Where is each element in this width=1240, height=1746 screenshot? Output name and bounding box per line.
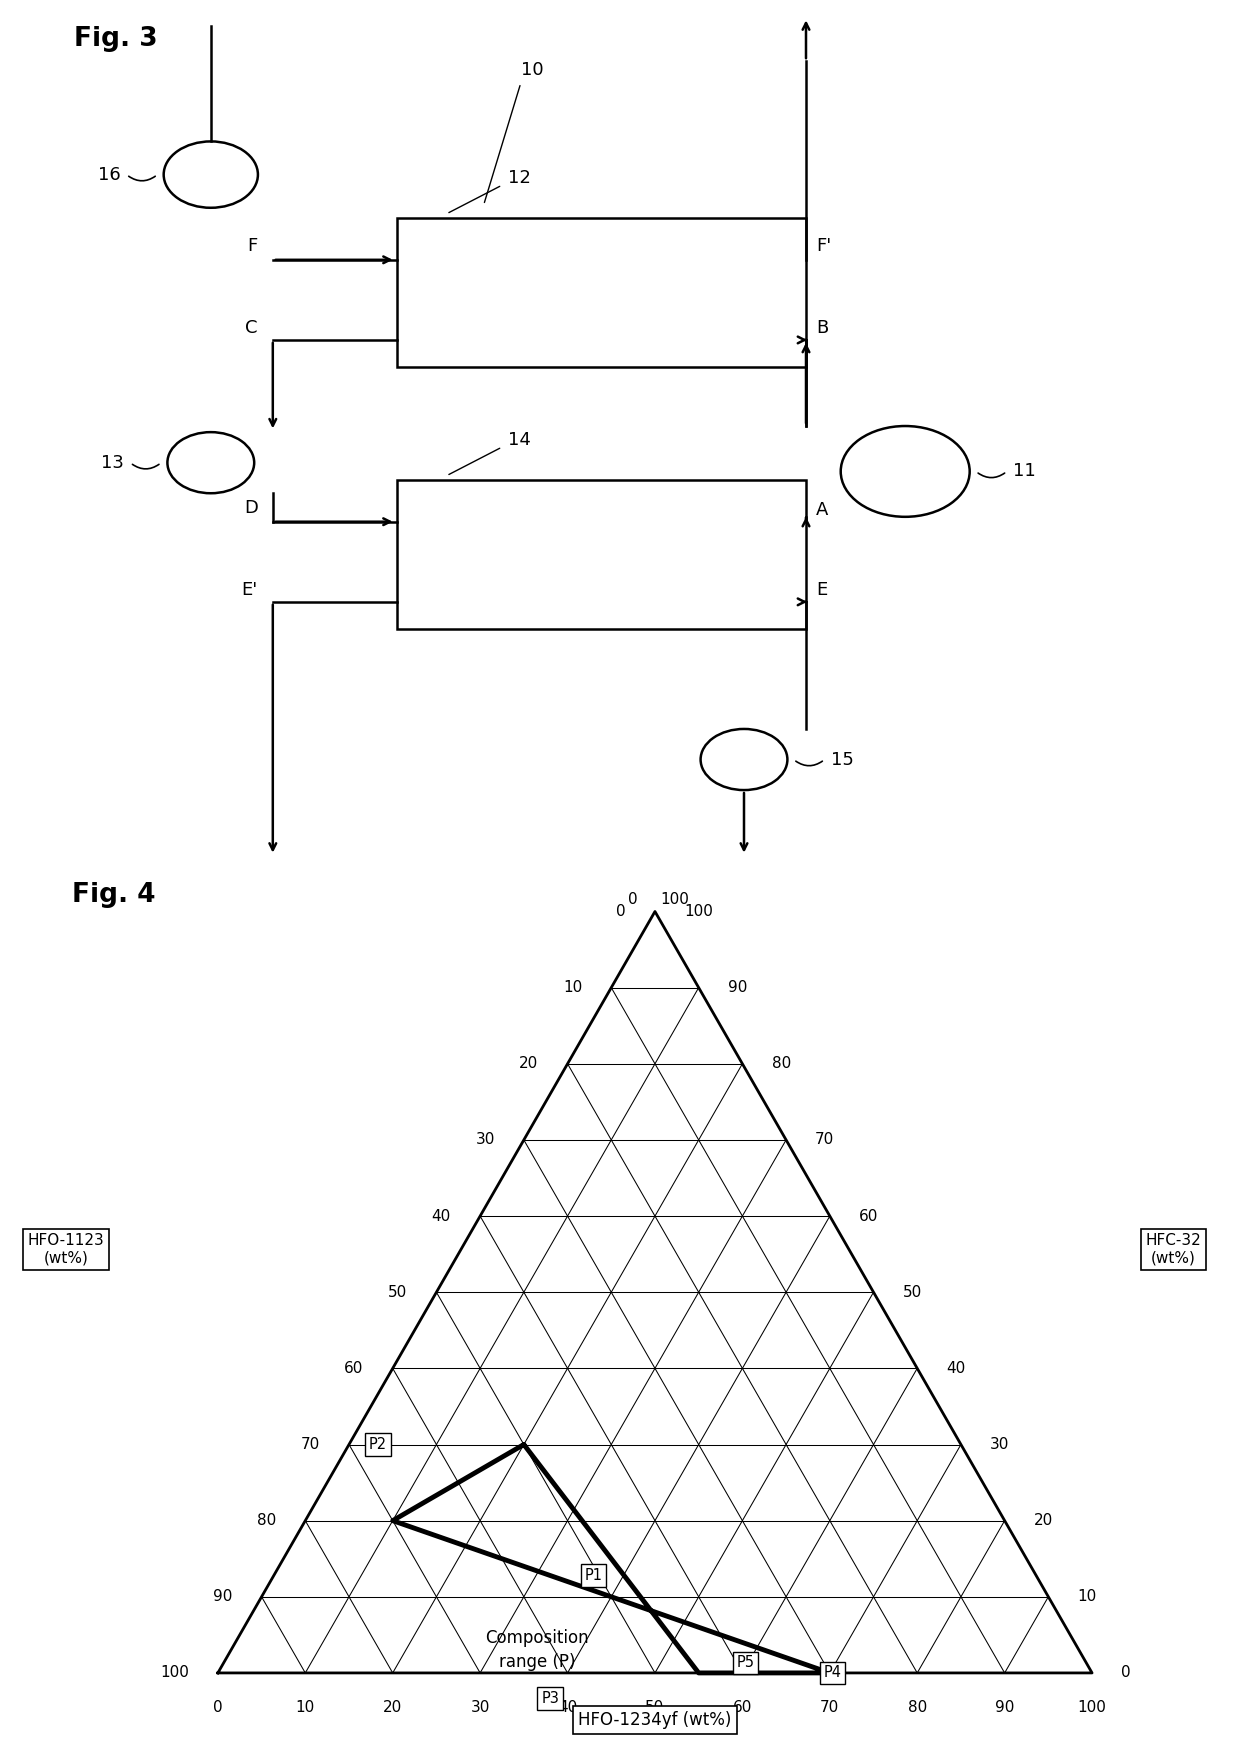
Text: HFO-1234yf (wt%): HFO-1234yf (wt%) <box>578 1711 732 1730</box>
Text: 10: 10 <box>1078 1589 1096 1605</box>
Text: E': E' <box>242 581 258 599</box>
Text: 90: 90 <box>994 1701 1014 1715</box>
Text: 10: 10 <box>521 61 543 79</box>
Text: 0: 0 <box>627 892 637 908</box>
Bar <box>397 218 806 367</box>
Text: 100: 100 <box>1078 1701 1106 1715</box>
Text: 90: 90 <box>728 980 748 995</box>
Text: 60: 60 <box>733 1701 753 1715</box>
Text: 30: 30 <box>475 1133 495 1147</box>
Text: 40: 40 <box>432 1208 451 1224</box>
Text: 10: 10 <box>563 980 582 995</box>
Text: 50: 50 <box>645 1701 665 1715</box>
Text: 10: 10 <box>295 1701 315 1715</box>
Text: 15: 15 <box>831 751 853 768</box>
Text: 13: 13 <box>102 454 124 471</box>
Text: P1: P1 <box>585 1568 603 1584</box>
Text: 50: 50 <box>903 1285 921 1299</box>
Text: 40: 40 <box>558 1701 577 1715</box>
Text: HFC-32
(wt%): HFC-32 (wt%) <box>1146 1233 1202 1266</box>
Text: 0: 0 <box>213 1701 223 1715</box>
Text: 11: 11 <box>1013 463 1035 480</box>
Text: 60: 60 <box>345 1360 363 1376</box>
Text: 80: 80 <box>771 1056 791 1072</box>
Text: 16: 16 <box>98 166 120 183</box>
Text: P3: P3 <box>541 1692 559 1706</box>
Text: P2: P2 <box>370 1437 387 1453</box>
Text: C: C <box>246 320 258 337</box>
Text: 100: 100 <box>684 904 713 918</box>
Text: 20: 20 <box>383 1701 402 1715</box>
Text: 20: 20 <box>520 1056 538 1072</box>
Bar <box>397 480 806 629</box>
Text: 0: 0 <box>616 904 626 918</box>
Text: P5: P5 <box>737 1655 754 1671</box>
Text: 30: 30 <box>990 1437 1009 1453</box>
Text: 70: 70 <box>300 1437 320 1453</box>
Text: Fig. 4: Fig. 4 <box>72 882 156 908</box>
Text: Composition
range (P): Composition range (P) <box>485 1629 589 1671</box>
Text: 90: 90 <box>213 1589 232 1605</box>
Text: 60: 60 <box>859 1208 878 1224</box>
Text: 100: 100 <box>160 1666 188 1680</box>
Text: B: B <box>816 320 828 337</box>
Text: Fig. 3: Fig. 3 <box>74 26 157 52</box>
Text: A: A <box>816 501 828 519</box>
Text: F: F <box>248 237 258 255</box>
Text: 70: 70 <box>815 1133 835 1147</box>
Text: 14: 14 <box>508 431 531 449</box>
Text: D: D <box>244 499 258 517</box>
Text: 80: 80 <box>908 1701 926 1715</box>
Text: 100: 100 <box>661 892 689 908</box>
Text: 40: 40 <box>946 1360 966 1376</box>
Text: 0: 0 <box>1121 1666 1131 1680</box>
Text: 20: 20 <box>1034 1514 1053 1528</box>
Text: F': F' <box>816 237 831 255</box>
Text: 50: 50 <box>388 1285 407 1299</box>
Text: 30: 30 <box>470 1701 490 1715</box>
Text: 12: 12 <box>508 169 531 187</box>
Text: 70: 70 <box>820 1701 839 1715</box>
Text: 80: 80 <box>257 1514 277 1528</box>
Text: P4: P4 <box>823 1666 842 1680</box>
Text: HFO-1123
(wt%): HFO-1123 (wt%) <box>29 1233 104 1266</box>
Text: E: E <box>816 581 827 599</box>
